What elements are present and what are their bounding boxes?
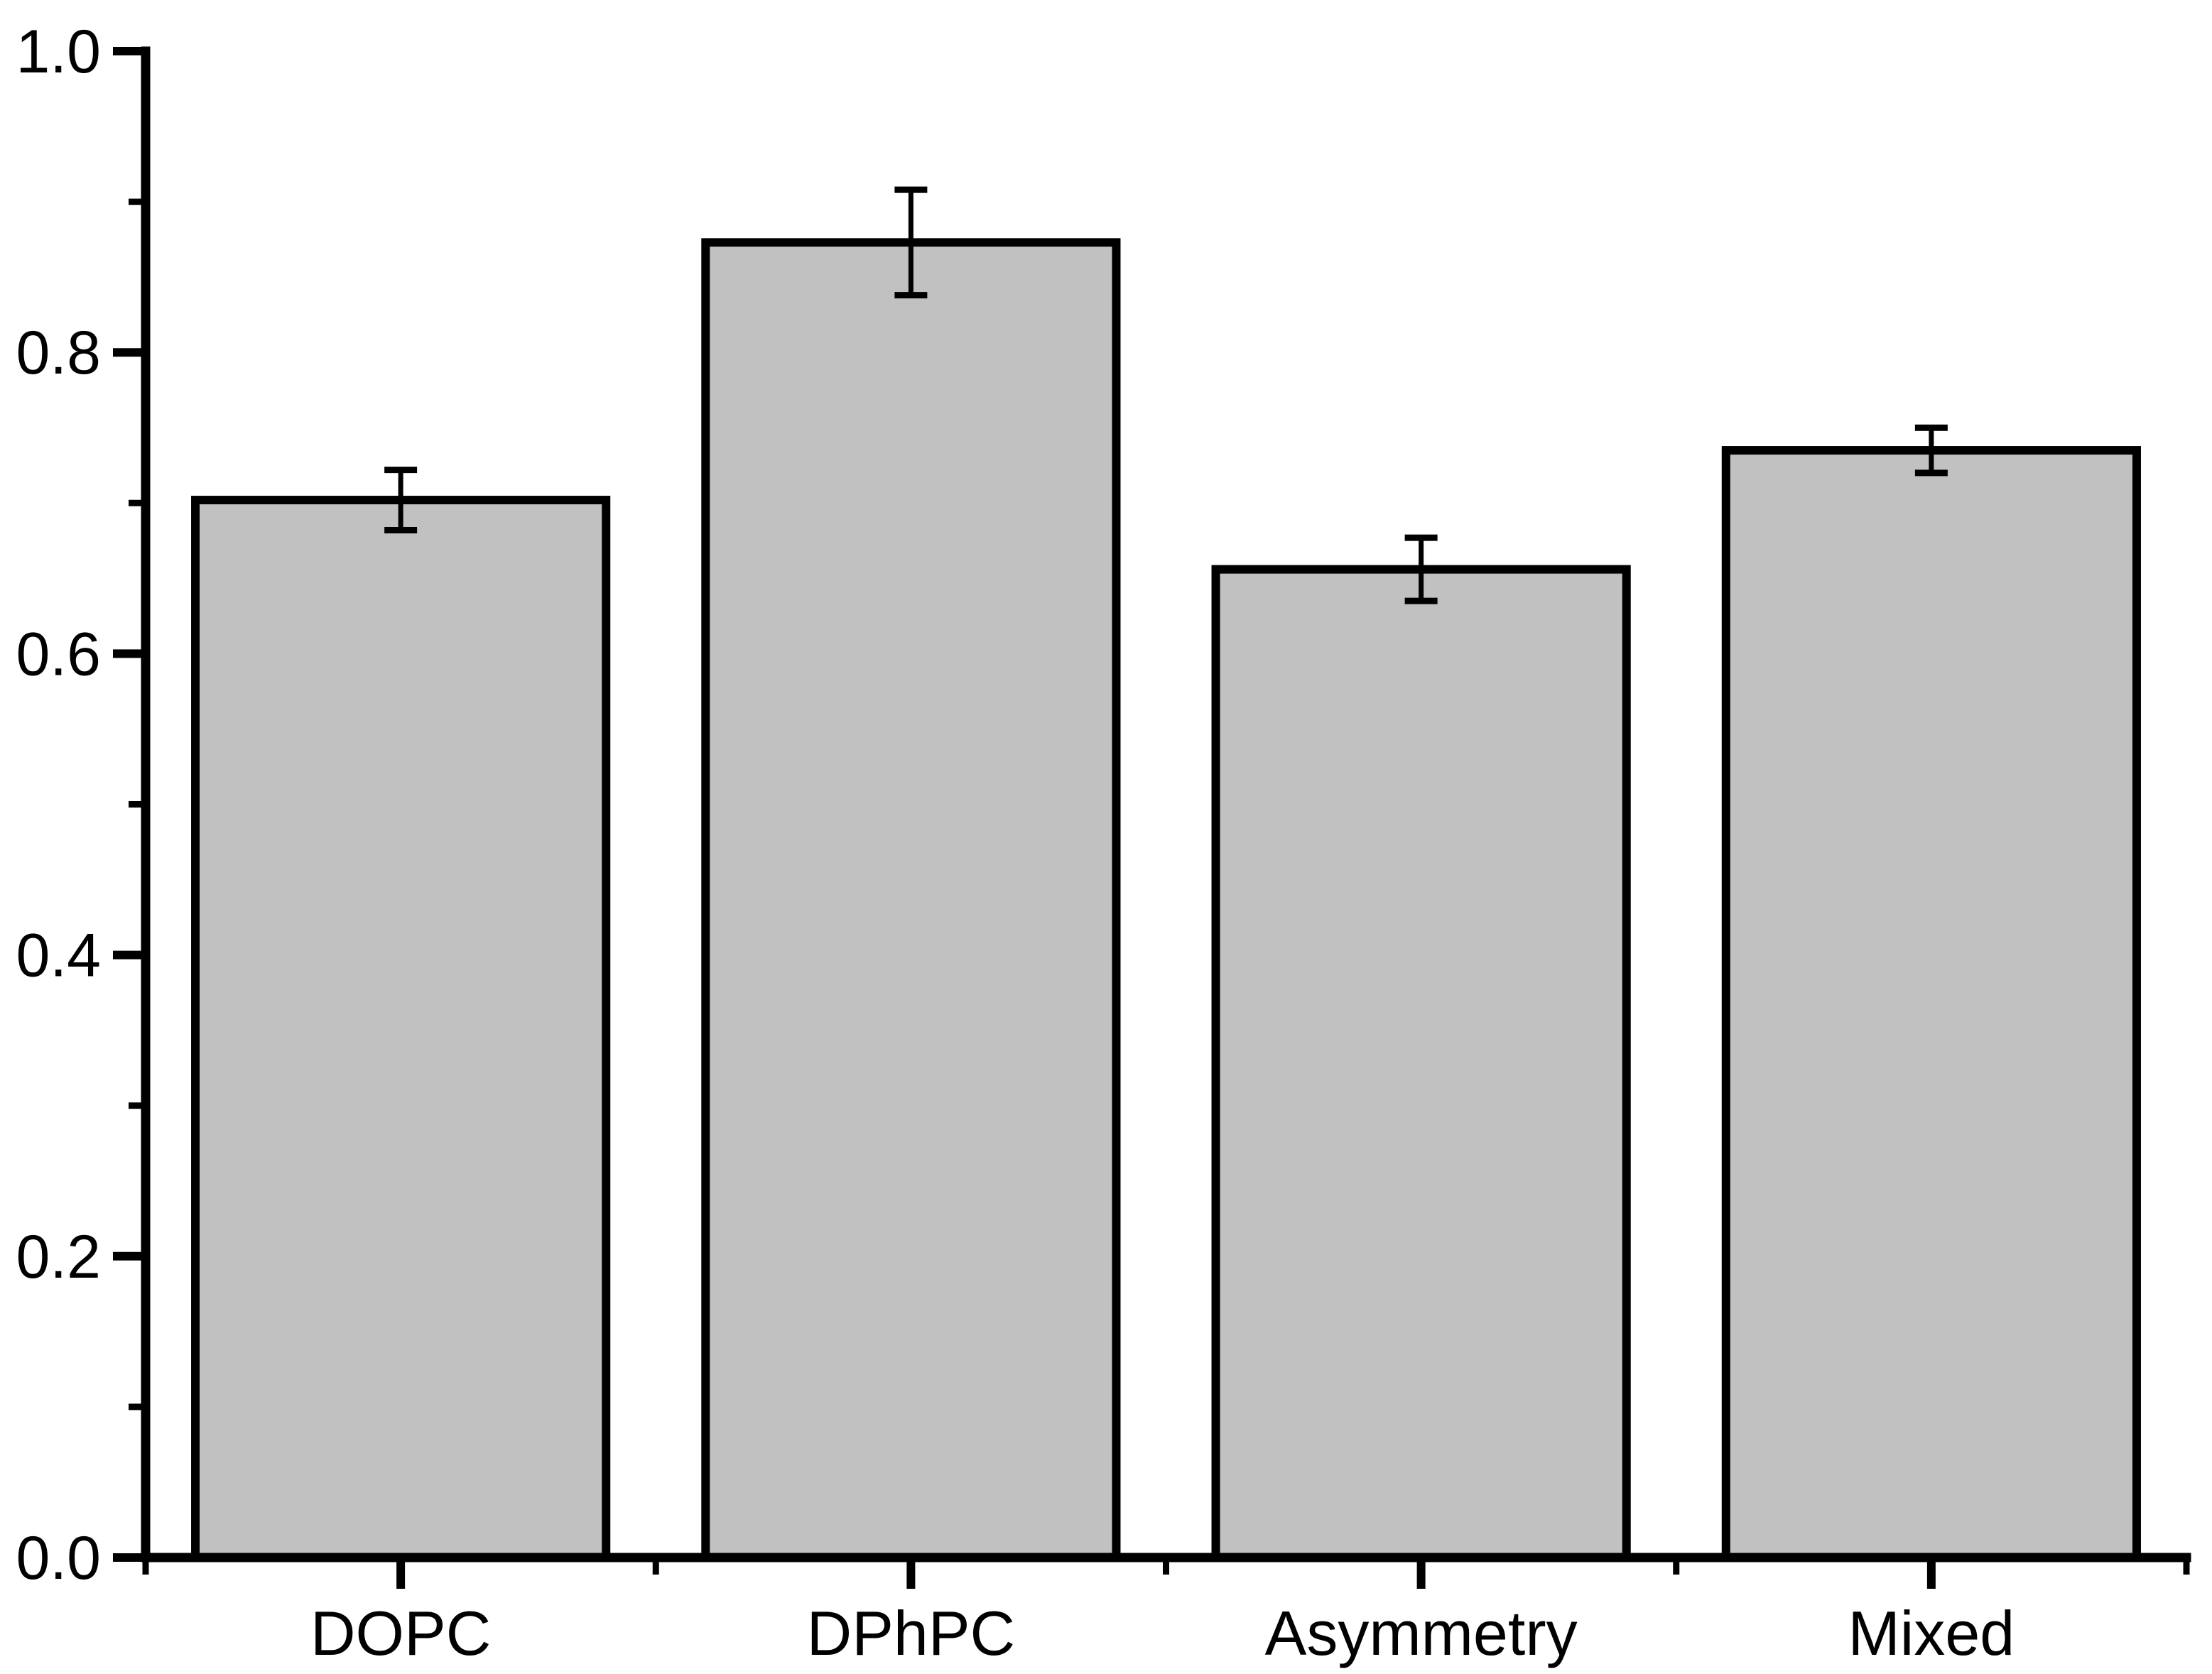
x-tick-label-dopc: DOPC bbox=[310, 1598, 491, 1668]
bar-asymmetry bbox=[1211, 565, 1631, 1562]
bar-mixed bbox=[1721, 446, 2141, 1562]
x-tick-label-mixed: Mixed bbox=[1848, 1598, 2015, 1668]
y-tick-label: 0.0 bbox=[16, 1524, 101, 1592]
x-tick-label-dphpc: DPhPC bbox=[807, 1598, 1015, 1668]
bar-dphpc bbox=[701, 238, 1121, 1562]
bar-dopc bbox=[191, 496, 611, 1562]
y-tick-label: 1.0 bbox=[16, 18, 101, 86]
y-tick-label: 0.4 bbox=[16, 922, 101, 990]
y-tick-label: 0.8 bbox=[16, 319, 101, 387]
y-tick-label: 0.2 bbox=[16, 1223, 101, 1291]
x-tick-label-asymmetry: Asymmetry bbox=[1265, 1598, 1578, 1668]
y-tick-label: 0.6 bbox=[16, 620, 101, 688]
